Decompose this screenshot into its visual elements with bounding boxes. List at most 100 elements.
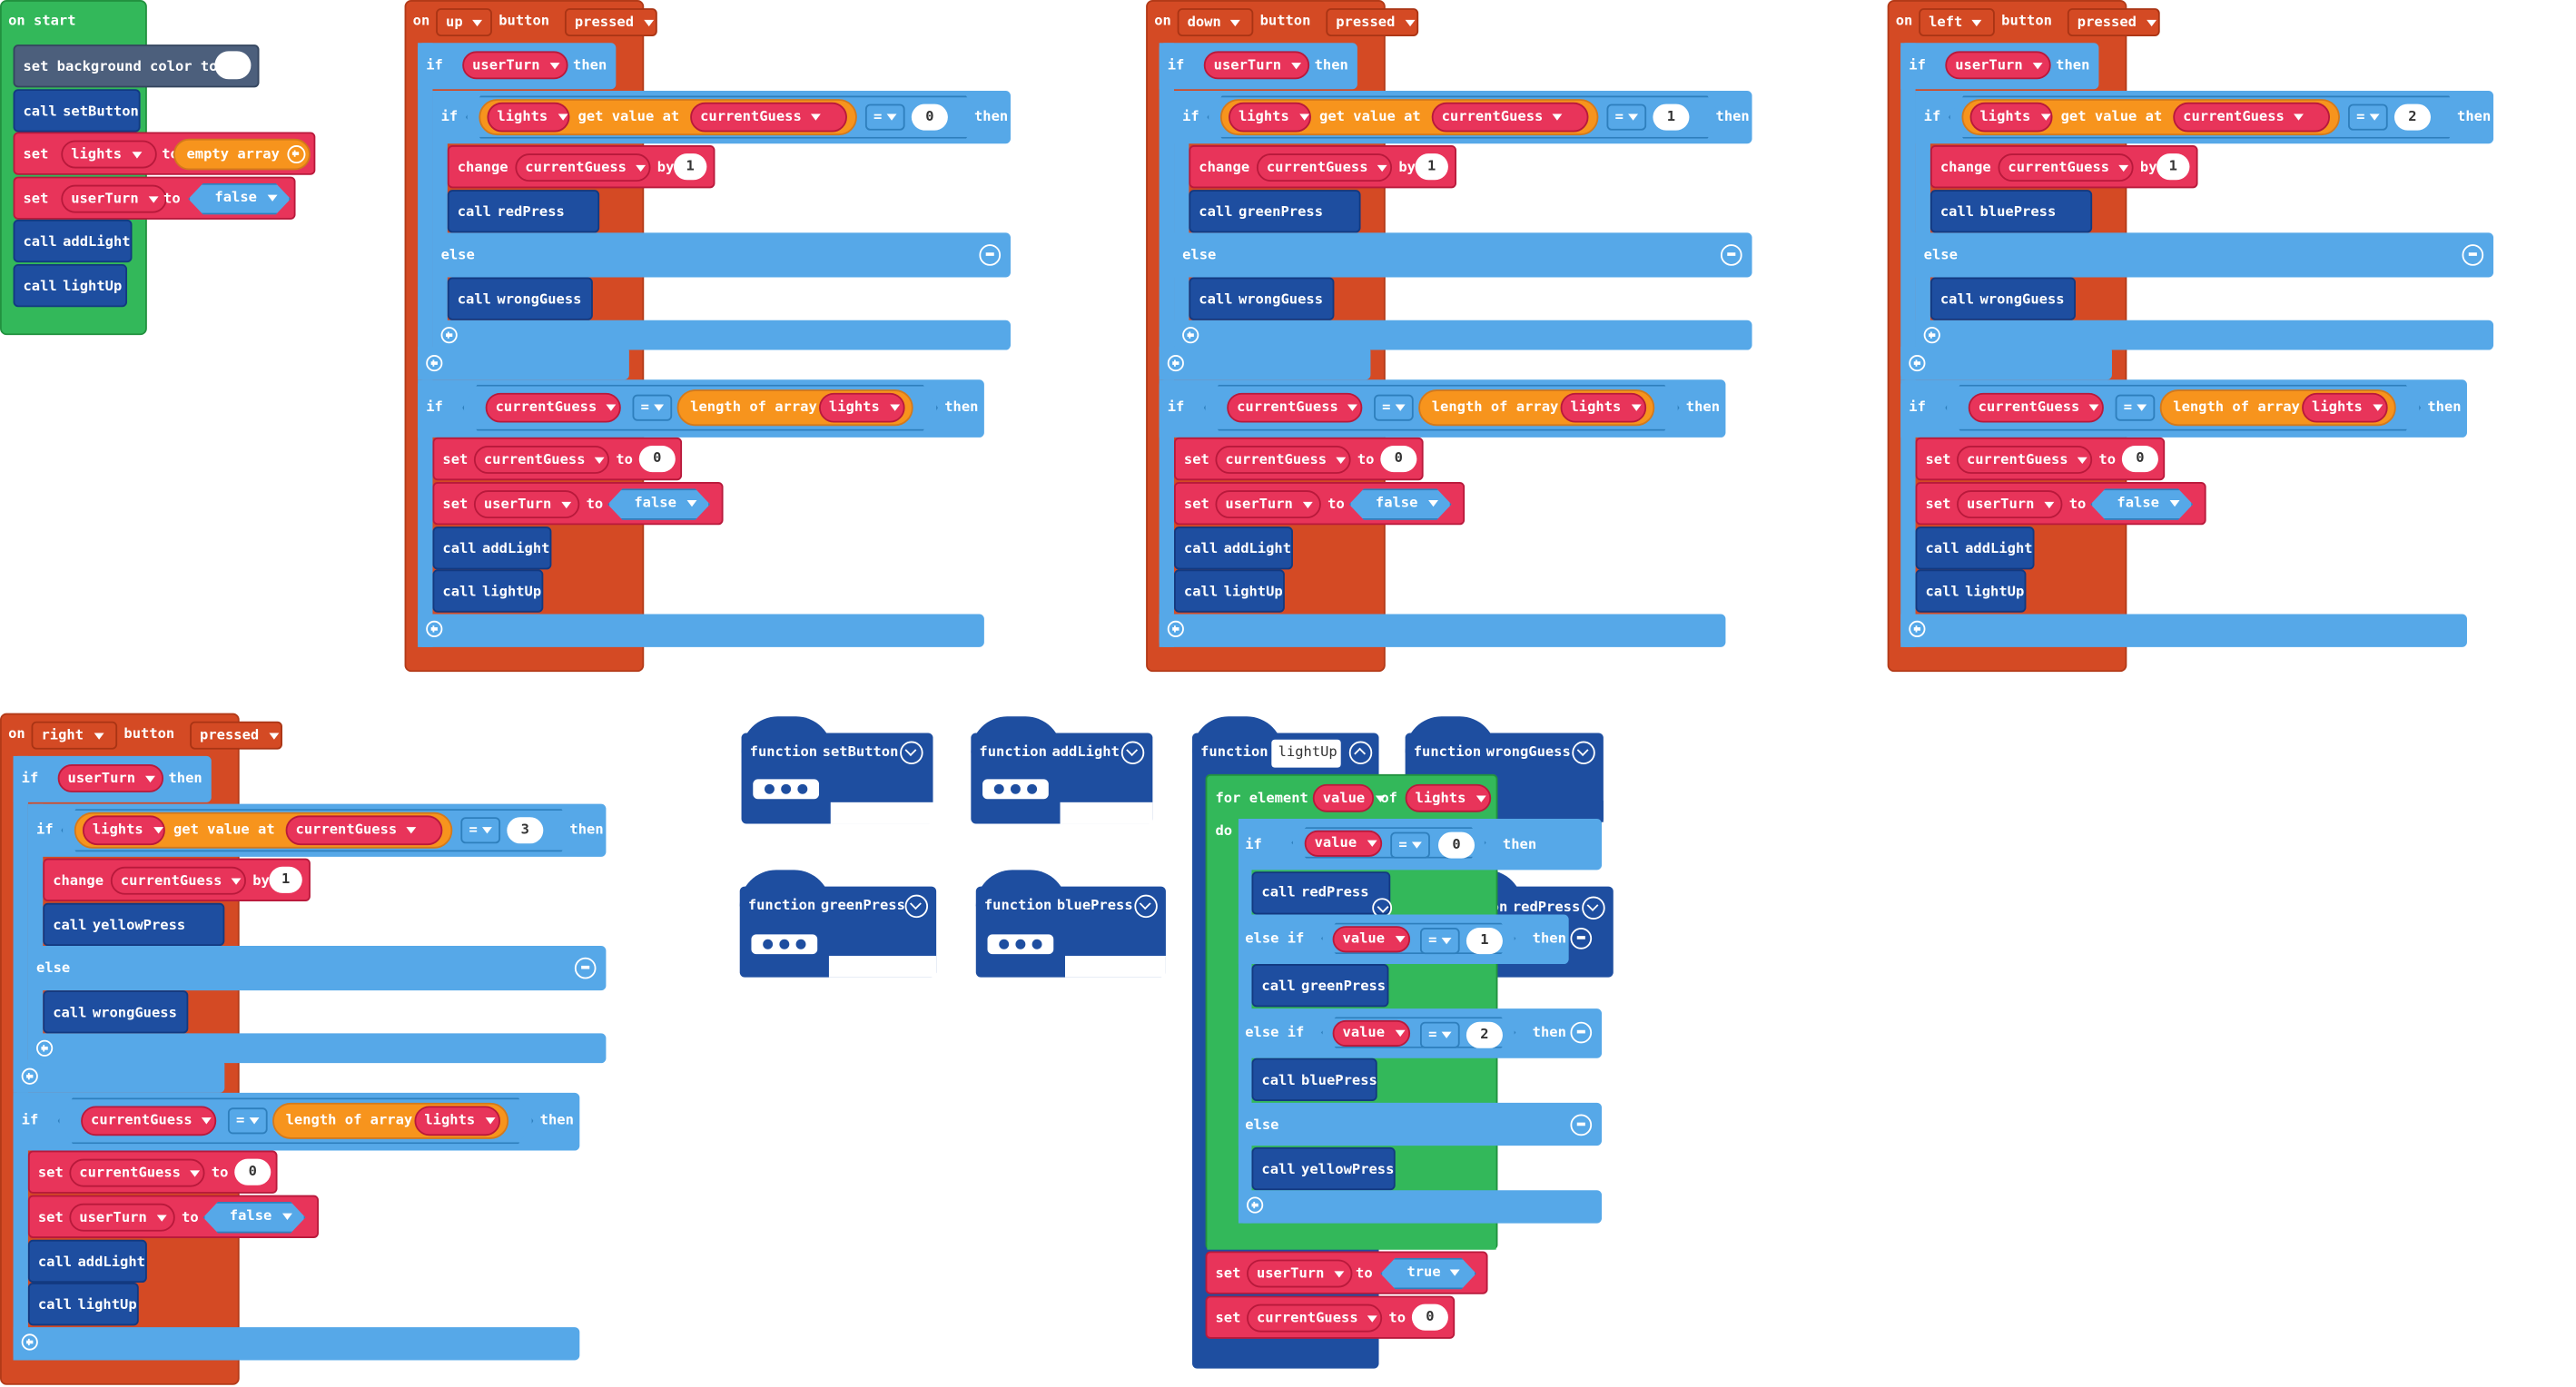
- call-press-block[interactable]: call greenPress: [1189, 190, 1361, 233]
- number-field[interactable]: 1: [269, 866, 302, 893]
- collapse-icon[interactable]: [904, 894, 929, 919]
- set-currentguess-block[interactable]: set currentGuess to 0: [432, 437, 683, 481]
- if-userturn-block[interactable]: if userTurn then: [1159, 43, 1371, 380]
- number-field[interactable]: 1: [1415, 153, 1448, 181]
- variable-dropdown[interactable]: lights: [1969, 102, 2053, 133]
- add-branch-icon[interactable]: [1167, 620, 1184, 637]
- color-picker-swatch[interactable]: [214, 51, 252, 80]
- variable-dropdown[interactable]: lights: [414, 1106, 501, 1136]
- call-addlight-block[interactable]: call addLight: [13, 219, 133, 263]
- boolean-dropdown[interactable]: false: [206, 185, 285, 211]
- variable-dropdown[interactable]: value: [1332, 1019, 1411, 1047]
- remove-else-icon[interactable]: [1720, 244, 1742, 266]
- number-field[interactable]: 2: [2393, 103, 2431, 131]
- parameters-icon[interactable]: [987, 934, 1054, 955]
- number-field[interactable]: 3: [507, 817, 544, 844]
- remove-else-icon[interactable]: [1570, 1114, 1593, 1136]
- parameters-icon[interactable]: [751, 934, 818, 955]
- variable-dropdown[interactable]: lights: [1229, 102, 1311, 133]
- variable-dropdown[interactable]: userTurn: [61, 184, 167, 213]
- call-addlight-block[interactable]: call addLight: [1915, 526, 2035, 570]
- remove-branch-icon[interactable]: [1570, 1021, 1593, 1044]
- false-block[interactable]: false: [188, 183, 291, 215]
- call-press-block[interactable]: call yellowPress: [43, 902, 225, 947]
- call-press-block[interactable]: call redPress: [447, 190, 600, 233]
- parameters-icon[interactable]: [753, 779, 820, 800]
- number-field[interactable]: 0: [1380, 446, 1417, 473]
- variable-dropdown[interactable]: currentGuess: [1256, 153, 1393, 182]
- button-dropdown[interactable]: left: [1919, 8, 1995, 37]
- number-field[interactable]: 1: [1653, 103, 1690, 131]
- call-wrongguess-block[interactable]: call wrongGuess: [1189, 277, 1335, 320]
- variable-dropdown[interactable]: currentGuess: [1227, 392, 1363, 423]
- variable-dropdown[interactable]: lights: [1560, 392, 1647, 423]
- number-field[interactable]: 1: [673, 153, 707, 181]
- operator-dropdown[interactable]: =: [1419, 928, 1460, 955]
- operator-dropdown[interactable]: =: [227, 1107, 268, 1135]
- number-field[interactable]: 1: [2157, 153, 2190, 181]
- call-lightup-block[interactable]: call lightUp: [432, 569, 544, 613]
- operator-dropdown[interactable]: =: [632, 394, 673, 421]
- event-dropdown[interactable]: pressed: [564, 8, 657, 37]
- number-field[interactable]: 0: [1437, 831, 1476, 859]
- collapse-icon[interactable]: [1120, 741, 1145, 765]
- variable-dropdown[interactable]: currentGuess: [485, 392, 621, 423]
- variable-dropdown[interactable]: currentGuess: [110, 866, 246, 895]
- function-name-field[interactable]: lightUp: [1271, 739, 1341, 768]
- number-field[interactable]: 0: [1411, 1303, 1448, 1331]
- call-redpress-block[interactable]: call redPress: [1251, 871, 1393, 919]
- number-field[interactable]: 0: [911, 103, 948, 131]
- event-dropdown[interactable]: pressed: [190, 721, 282, 750]
- boolean-dropdown[interactable]: false: [1367, 490, 1446, 516]
- set-currentguess-block[interactable]: set currentGuess to 0: [1174, 437, 1424, 481]
- variable-dropdown[interactable]: currentGuess: [1215, 446, 1351, 474]
- change-currentguess-block[interactable]: change currentGuess by 1: [447, 145, 716, 189]
- add-branch-icon[interactable]: [426, 354, 443, 372]
- set-userturn-block[interactable]: set userTurn to false: [432, 482, 724, 526]
- variable-dropdown[interactable]: userTurn: [69, 1203, 175, 1232]
- add-branch-icon[interactable]: [1167, 354, 1184, 372]
- variable-dropdown[interactable]: currentGuess: [1431, 102, 1589, 133]
- collapse-icon[interactable]: [1348, 741, 1373, 765]
- call-addlight-block[interactable]: call addLight: [27, 1239, 147, 1284]
- boolean-dropdown[interactable]: false: [222, 1204, 301, 1230]
- if-else-block[interactable]: if lights get value at currentGuess = 2 …: [1915, 91, 2494, 350]
- if-else-block[interactable]: if lights get value at currentGuess = 0 …: [432, 91, 1011, 350]
- button-dropdown[interactable]: right: [31, 721, 118, 750]
- if-complete-block[interactable]: if currentGuess = length of array lights…: [13, 1092, 580, 1361]
- variable-dropdown[interactable]: currentGuess: [473, 446, 610, 474]
- remove-else-icon[interactable]: [979, 244, 1002, 266]
- variable-dropdown[interactable]: currentGuess: [2173, 102, 2331, 133]
- variable-dropdown[interactable]: currentGuess: [690, 102, 847, 133]
- event-dropdown[interactable]: pressed: [1326, 8, 1419, 37]
- true-block[interactable]: true: [1380, 1258, 1476, 1290]
- add-item-icon[interactable]: [287, 145, 306, 164]
- remove-branch-icon[interactable]: [1570, 928, 1593, 949]
- button-dropdown[interactable]: up: [436, 8, 492, 37]
- add-branch-icon[interactable]: [21, 1333, 38, 1351]
- remove-else-icon[interactable]: [574, 957, 597, 979]
- call-lightup-block[interactable]: call lightUp: [1174, 569, 1285, 613]
- variable-dropdown[interactable]: userTurn: [1945, 51, 2051, 80]
- variable-dropdown[interactable]: userTurn: [57, 764, 164, 792]
- call-bluepress-block[interactable]: call bluePress: [1251, 1057, 1377, 1101]
- if-else-block[interactable]: if lights get value at currentGuess = 3 …: [27, 803, 607, 1064]
- call-addlight-block[interactable]: call addLight: [432, 526, 552, 570]
- variable-dropdown[interactable]: currentGuess: [69, 1158, 205, 1187]
- empty-array-block[interactable]: empty array: [173, 138, 311, 171]
- variable-dropdown[interactable]: lights: [1405, 783, 1492, 812]
- variable-dropdown[interactable]: currentGuess: [285, 815, 443, 846]
- call-wrongguess-block[interactable]: call wrongGuess: [447, 277, 593, 320]
- false-block[interactable]: false: [203, 1202, 306, 1234]
- call-lightup-block[interactable]: call lightUp: [13, 263, 128, 308]
- add-branch-icon[interactable]: [36, 1039, 54, 1057]
- variable-dropdown[interactable]: currentGuess: [515, 153, 651, 182]
- operator-dropdown[interactable]: =: [2348, 103, 2388, 131]
- set-userturn-block[interactable]: set userTurn to false: [13, 176, 296, 220]
- add-branch-icon[interactable]: [1909, 354, 1926, 372]
- number-field[interactable]: 0: [234, 1158, 271, 1185]
- call-addlight-block[interactable]: call addLight: [1174, 526, 1293, 570]
- false-block[interactable]: false: [2090, 488, 2193, 520]
- if-complete-block[interactable]: if currentGuess = length of array lights…: [1159, 379, 1726, 647]
- variable-dropdown[interactable]: userTurn: [1215, 490, 1321, 519]
